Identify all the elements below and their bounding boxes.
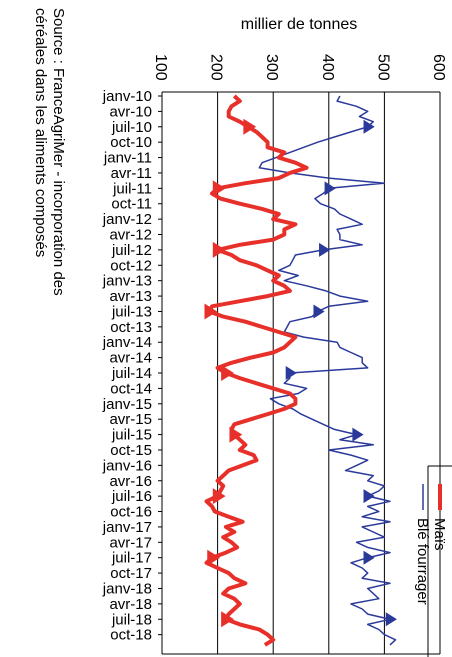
x-tick-label: oct-12 [110,257,152,274]
x-tick-label: janv-11 [103,150,152,167]
x-tick-label: janv-18 [102,580,152,597]
series-ble-marker [385,612,397,627]
series-mais-marker [229,426,243,443]
series-mais-marker [204,303,218,320]
y-tick-label: 100 [152,54,169,81]
series-mais-marker [221,611,234,628]
series-ble-marker [363,119,375,134]
x-tick-label: janv-13 [102,273,152,290]
x-tick-label: avr-12 [109,227,152,244]
source-note: Source : FranceAgriMer - incorporation d… [32,8,67,296]
y-tick-label: 200 [208,54,225,81]
series-ble-marker [319,242,331,257]
series-mais-marker [243,118,257,135]
series-ble-marker [363,489,375,504]
x-tick-label: juil-13 [111,303,152,320]
x-tick-label: janv-10 [102,88,152,105]
x-tick-label: oct-13 [110,319,152,336]
series-ble-marker [363,550,375,565]
x-tick-label: oct-18 [110,627,152,644]
x-tick-label: oct-16 [110,504,152,521]
x-tick-label: juil-11 [112,180,152,197]
x-tick-label: oct-17 [110,565,152,582]
series-mais-marker [207,549,221,566]
source-line-2: céréales dans les aliments composés [32,8,49,257]
x-tick-label: juil-15 [111,427,152,444]
x-tick-label: avr-14 [109,350,152,367]
source-line-1: Source : FranceAgriMer - incorporation d… [50,8,67,296]
x-tick-label: janv-14 [102,334,152,351]
x-tick-label: janv-15 [102,396,152,413]
y-tick-label: 600 [430,54,447,81]
series-mais-marker [212,180,226,197]
series-ble-line [258,95,397,646]
x-tick-label: avr-10 [109,103,152,120]
x-tick-label: janv-16 [102,457,152,474]
series-mais-marker [221,365,234,382]
legend: Blé fourrager Maïs [414,465,452,657]
x-tick-label: avr-17 [109,534,152,551]
series-ble-marker [285,366,297,381]
series-mais-marker [212,241,226,258]
x-tick-label: juil-10 [111,119,152,136]
series-ble-marker [352,427,364,442]
x-axis-ticks: janv-10avr-10juil-10oct-10janv-11avr-11j… [102,88,162,644]
y-tick-label: 400 [319,54,336,81]
x-tick-label: janv-17 [102,519,152,536]
x-tick-label: avr-15 [109,411,152,428]
x-tick-label: avr-11 [111,165,152,182]
legend-item-mais-label: Maïs [431,518,448,551]
y-tick-label: 500 [374,54,391,81]
x-tick-label: juil-12 [111,242,152,259]
y-axis-title: millier de tonnes [241,16,358,33]
x-tick-label: oct-10 [110,134,152,151]
legend-item-ble-label: Blé fourrager [414,518,431,605]
x-tick-label: oct-11 [111,196,152,213]
x-tick-label: oct-14 [110,380,152,397]
series-ble-marker [324,181,336,196]
series-mais-marker [212,488,226,505]
x-tick-label: janv-12 [102,211,152,228]
y-tick-label: 300 [263,54,280,81]
x-tick-label: oct-15 [110,442,152,459]
x-tick-label: avr-18 [109,596,152,613]
x-tick-label: juil-17 [111,550,152,567]
series-ble-marker [313,304,325,319]
series-layer [204,94,397,647]
x-tick-label: juil-18 [111,611,152,628]
x-tick-label: juil-16 [111,488,152,505]
x-tick-label: avr-16 [109,473,152,490]
y-axis-ticks: 100 200 300 400 500 600 [152,54,447,81]
x-tick-label: juil-14 [111,365,152,382]
x-tick-label: avr-13 [109,288,152,305]
